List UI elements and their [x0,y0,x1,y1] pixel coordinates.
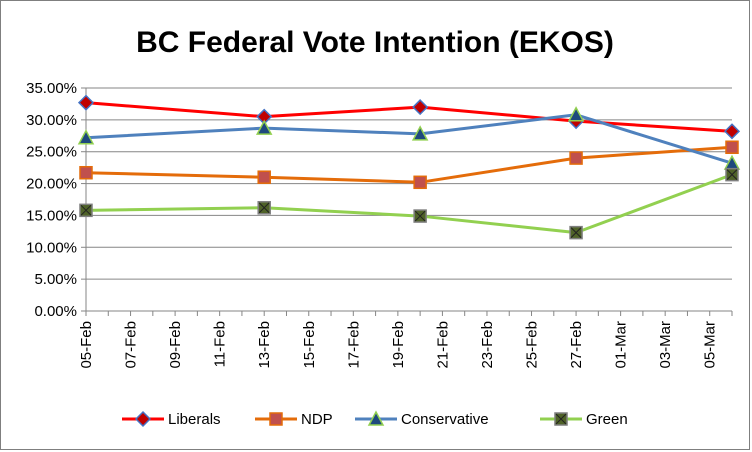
data-point-green [257,201,271,215]
data-point-green [413,209,427,223]
series-line-liberals [85,101,733,133]
series-conservative [77,106,741,170]
x-tick-label: 25-Feb [524,321,541,369]
legend-marker [269,412,283,426]
y-tick-label: 0.00% [34,303,77,320]
x-tick-label: 11-Feb [212,321,229,367]
data-point-ndp [413,175,427,190]
legend: Liberals NDP Conservative Green [122,410,628,428]
marker-cross [726,169,738,181]
legend-label: Green [586,411,628,428]
marker-cross [414,210,426,222]
series-line-conservative [85,113,733,165]
marker-cross [80,204,92,216]
series-line-ndp [85,145,733,184]
data-point-liberals [723,123,741,140]
x-tick-label: 03-Mar [657,321,674,369]
series-liberals [77,94,741,140]
data-point-ndp [257,170,271,184]
gridlines [86,87,732,312]
data-point-ndp [79,165,93,180]
legend-item-green: Green [540,411,628,428]
x-tick-label: 05-Mar [702,321,719,369]
data-point-liberals [77,94,95,111]
y-tick-label: 35.00% [26,80,77,97]
y-tick-label: 15.00% [26,207,77,224]
x-tick-label: 01-Mar [613,321,630,369]
y-tick-label: 5.00% [34,271,77,288]
series-green [79,167,739,240]
x-tick-label: 23-Feb [479,321,496,369]
y-tick-label: 25.00% [26,144,77,161]
data-point-ndp [569,151,583,165]
y-tick-label: 10.00% [26,239,77,256]
data-point-liberals [412,99,429,116]
legend-item-conservative: Conservative [355,410,489,428]
series-ndp [79,140,739,190]
legend-item-liberals: Liberals [122,410,221,428]
x-tick-label: 21-Feb [434,321,451,369]
legend-label: Conservative [401,411,489,428]
data-point-conservative [77,129,95,145]
data-point-conservative [567,106,585,122]
legend-label: Liberals [168,411,221,428]
x-tick-label: 09-Feb [167,321,184,369]
series-lines [77,94,741,240]
y-tick-label: 20.00% [26,176,77,193]
data-point-green [569,225,583,240]
legend-item-ndp: NDP [255,411,333,428]
data-point-conservative [255,119,273,135]
x-tick-label: 13-Feb [256,321,273,369]
x-tick-label: 19-Feb [390,321,407,369]
y-axis: 0.00% 5.00% 10.00% 15.00% 20.00% 25.00% 30.00%… [26,80,87,320]
legend-marker [554,412,568,426]
y-tick-label: 30.00% [26,112,77,129]
marker-cross [258,202,270,214]
data-point-conservative [411,125,429,141]
data-point-green [725,167,739,182]
x-tick-label: 15-Feb [301,321,318,369]
x-tick-label: 17-Feb [345,321,362,369]
data-point-ndp [725,140,739,155]
x-axis: 05-Feb 07-Feb 09-Feb 11-Feb 13-Feb 15-Feb 17-F… [78,310,733,369]
x-tick-label: 05-Feb [78,321,95,369]
data-point-green [79,203,93,218]
marker-cross [570,227,582,238]
x-tick-label: 07-Feb [123,321,140,369]
marker-cross [555,413,567,425]
legend-label: NDP [301,411,333,428]
legend-marker [134,410,152,428]
chart-title: BC Federal Vote Intention (EKOS) [136,26,614,59]
legend-marker [367,410,385,426]
x-tick-label: 27-Feb [568,321,585,369]
